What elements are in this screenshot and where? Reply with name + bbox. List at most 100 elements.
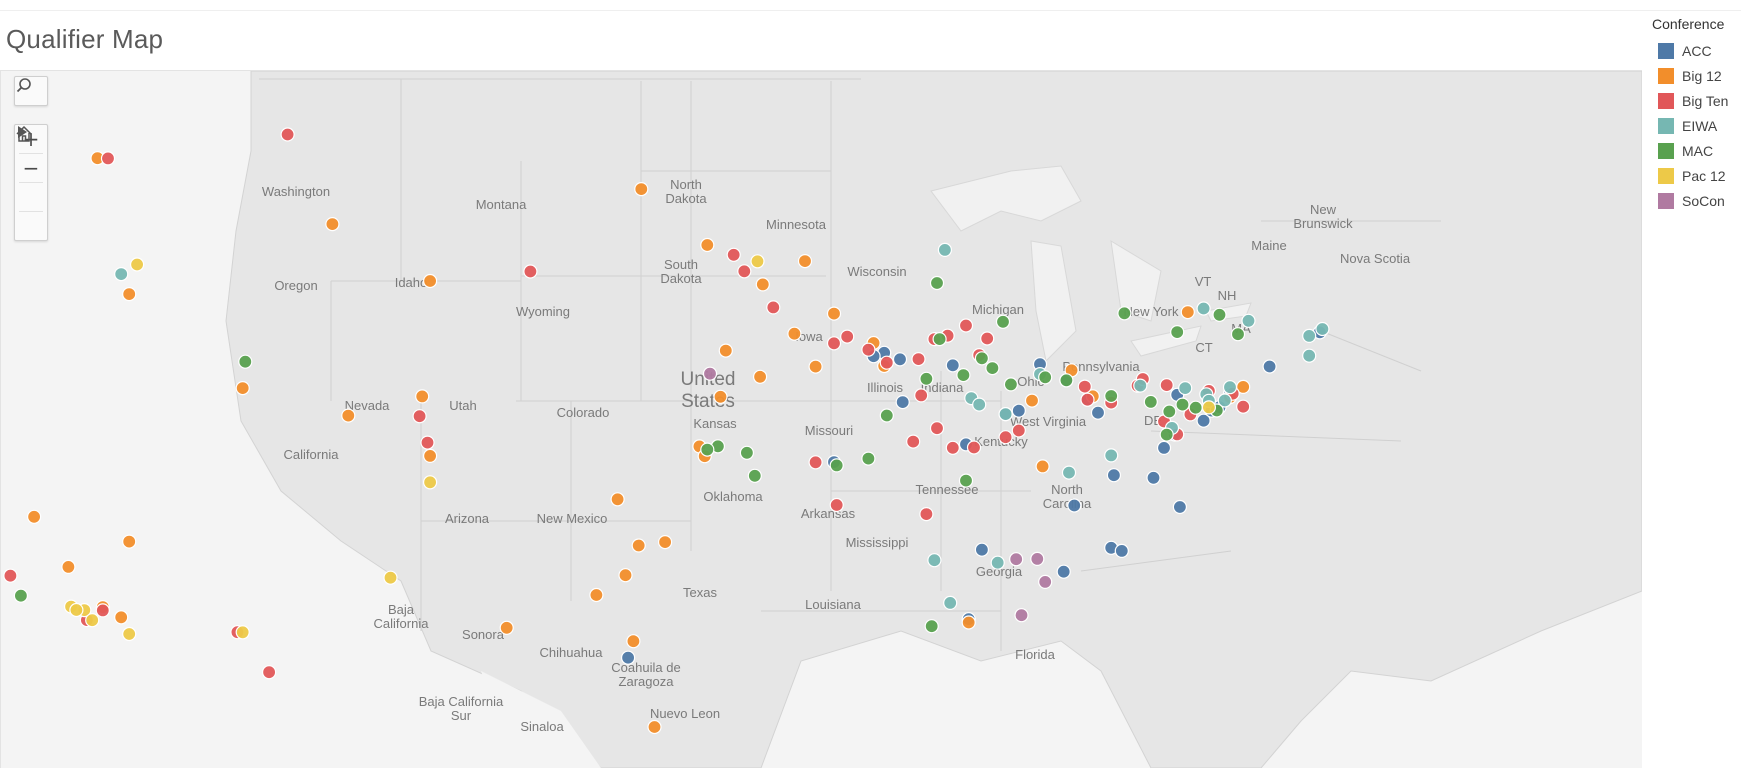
qualifier-point[interactable]	[945, 440, 960, 455]
qualifier-point[interactable]	[26, 509, 42, 524]
qualifier-point[interactable]	[919, 371, 934, 386]
qualifier-point[interactable]	[1201, 400, 1217, 415]
qualifier-point[interactable]	[787, 326, 802, 341]
qualifier-point[interactable]	[122, 287, 137, 302]
qualifier-point[interactable]	[956, 368, 971, 383]
qualifier-point[interactable]	[1059, 373, 1074, 388]
qualifier-point[interactable]	[1159, 427, 1174, 442]
qualifier-point[interactable]	[634, 181, 649, 197]
qualifier-point[interactable]	[980, 331, 995, 346]
qualifier-point[interactable]	[879, 408, 894, 423]
qualifier-point[interactable]	[958, 318, 974, 333]
qualifier-point[interactable]	[1170, 325, 1185, 340]
qualifier-point[interactable]	[95, 603, 110, 618]
qualifier-point[interactable]	[929, 421, 945, 436]
qualifier-point[interactable]	[990, 555, 1005, 570]
qualifier-point[interactable]	[966, 440, 982, 455]
qualifier-point[interactable]	[718, 343, 733, 358]
qualifier-point[interactable]	[766, 300, 781, 315]
qualifier-point[interactable]	[924, 619, 939, 634]
qualifier-point[interactable]	[61, 559, 76, 574]
qualifier-point[interactable]	[1180, 305, 1195, 320]
qualifier-point[interactable]	[985, 361, 1000, 376]
qualifier-point[interactable]	[808, 359, 823, 374]
qualifier-point[interactable]	[840, 329, 855, 344]
qualifier-point[interactable]	[1175, 397, 1190, 412]
qualifier-point[interactable]	[1212, 307, 1227, 322]
qualifier-point[interactable]	[1302, 348, 1317, 363]
qualifier-point[interactable]	[235, 625, 250, 640]
qualifier-point[interactable]	[420, 435, 435, 450]
map-search-control[interactable]	[14, 76, 48, 106]
qualifier-point[interactable]	[829, 458, 844, 473]
qualifier-point[interactable]	[122, 626, 137, 642]
qualifier-point[interactable]	[238, 354, 253, 369]
qualifier-point[interactable]	[1133, 378, 1148, 393]
qualifier-point[interactable]	[3, 568, 18, 583]
qualifier-point[interactable]	[1080, 392, 1095, 407]
qualifier-point[interactable]	[974, 542, 990, 557]
qualifier-point[interactable]	[1067, 498, 1082, 513]
qualifier-point[interactable]	[1236, 399, 1251, 414]
qualifier-point[interactable]	[657, 535, 673, 550]
qualifier-point[interactable]	[631, 538, 646, 553]
qualifier-point[interactable]	[958, 473, 974, 488]
qualifier-point[interactable]	[808, 455, 823, 470]
qualifier-point[interactable]	[1003, 377, 1019, 392]
qualifier-point[interactable]	[1077, 379, 1092, 394]
qualifier-point[interactable]	[589, 587, 604, 603]
qualifier-point[interactable]	[620, 650, 636, 665]
qualifier-point[interactable]	[415, 389, 430, 404]
qualifier-point[interactable]	[262, 665, 277, 680]
qualifier-point[interactable]	[499, 620, 514, 635]
legend-item-eiwa[interactable]: EIWA	[1652, 113, 1738, 138]
qualifier-point[interactable]	[1188, 400, 1203, 415]
qualifier-point[interactable]	[341, 408, 356, 423]
qualifier-point[interactable]	[974, 351, 990, 366]
qualifier-point[interactable]	[1038, 370, 1053, 385]
qualifier-point[interactable]	[1117, 306, 1132, 321]
qualifier-point[interactable]	[100, 151, 116, 166]
qualifier-point[interactable]	[750, 254, 765, 269]
qualifier-point[interactable]	[1146, 470, 1161, 485]
qualifier-point[interactable]	[911, 352, 926, 367]
qualifier-point[interactable]	[1159, 378, 1174, 393]
qualifier-point[interactable]	[618, 568, 633, 583]
qualifier-point[interactable]	[1011, 423, 1026, 438]
qualifier-point[interactable]	[797, 254, 813, 269]
qualifier-point[interactable]	[1162, 404, 1177, 419]
qualifier-point[interactable]	[626, 634, 641, 649]
qualifier-point[interactable]	[1030, 551, 1045, 566]
legend-item-pac12[interactable]: Pac 12	[1652, 163, 1738, 188]
qualifier-point[interactable]	[423, 475, 438, 490]
qualifier-point[interactable]	[752, 369, 768, 384]
qualifier-point[interactable]	[1241, 313, 1256, 328]
qualifier-point[interactable]	[1222, 380, 1238, 395]
qualifier-point[interactable]	[383, 570, 398, 585]
qualifier-point[interactable]	[937, 242, 953, 257]
qualifier-point[interactable]	[998, 430, 1013, 445]
qualifier-point[interactable]	[1143, 394, 1158, 409]
qualifier-point[interactable]	[69, 602, 84, 618]
qualifier-point[interactable]	[932, 332, 947, 347]
qualifier-point[interactable]	[1104, 388, 1119, 404]
qualifier-point[interactable]	[713, 389, 728, 404]
qualifier-point[interactable]	[610, 492, 625, 507]
qualifier-point[interactable]	[1011, 403, 1026, 418]
qualifier-point[interactable]	[122, 534, 137, 549]
qualifier-point[interactable]	[927, 553, 942, 568]
qualifier-point[interactable]	[879, 355, 894, 370]
qualifier-point[interactable]	[325, 217, 340, 232]
qualifier-point[interactable]	[235, 381, 250, 396]
qualifier-point[interactable]	[130, 257, 145, 272]
qualifier-point[interactable]	[114, 610, 129, 625]
qualifier-point[interactable]	[280, 127, 295, 142]
legend-item-socon[interactable]: SoCon	[1652, 188, 1738, 213]
qualifier-point[interactable]	[1014, 608, 1029, 623]
qualifier-point[interactable]	[1156, 440, 1172, 455]
qualifier-point[interactable]	[998, 407, 1013, 422]
zoom-in-button[interactable]: +	[15, 125, 47, 153]
legend-item-big12[interactable]: Big 12	[1652, 63, 1738, 88]
qualifier-point[interactable]	[412, 409, 427, 424]
